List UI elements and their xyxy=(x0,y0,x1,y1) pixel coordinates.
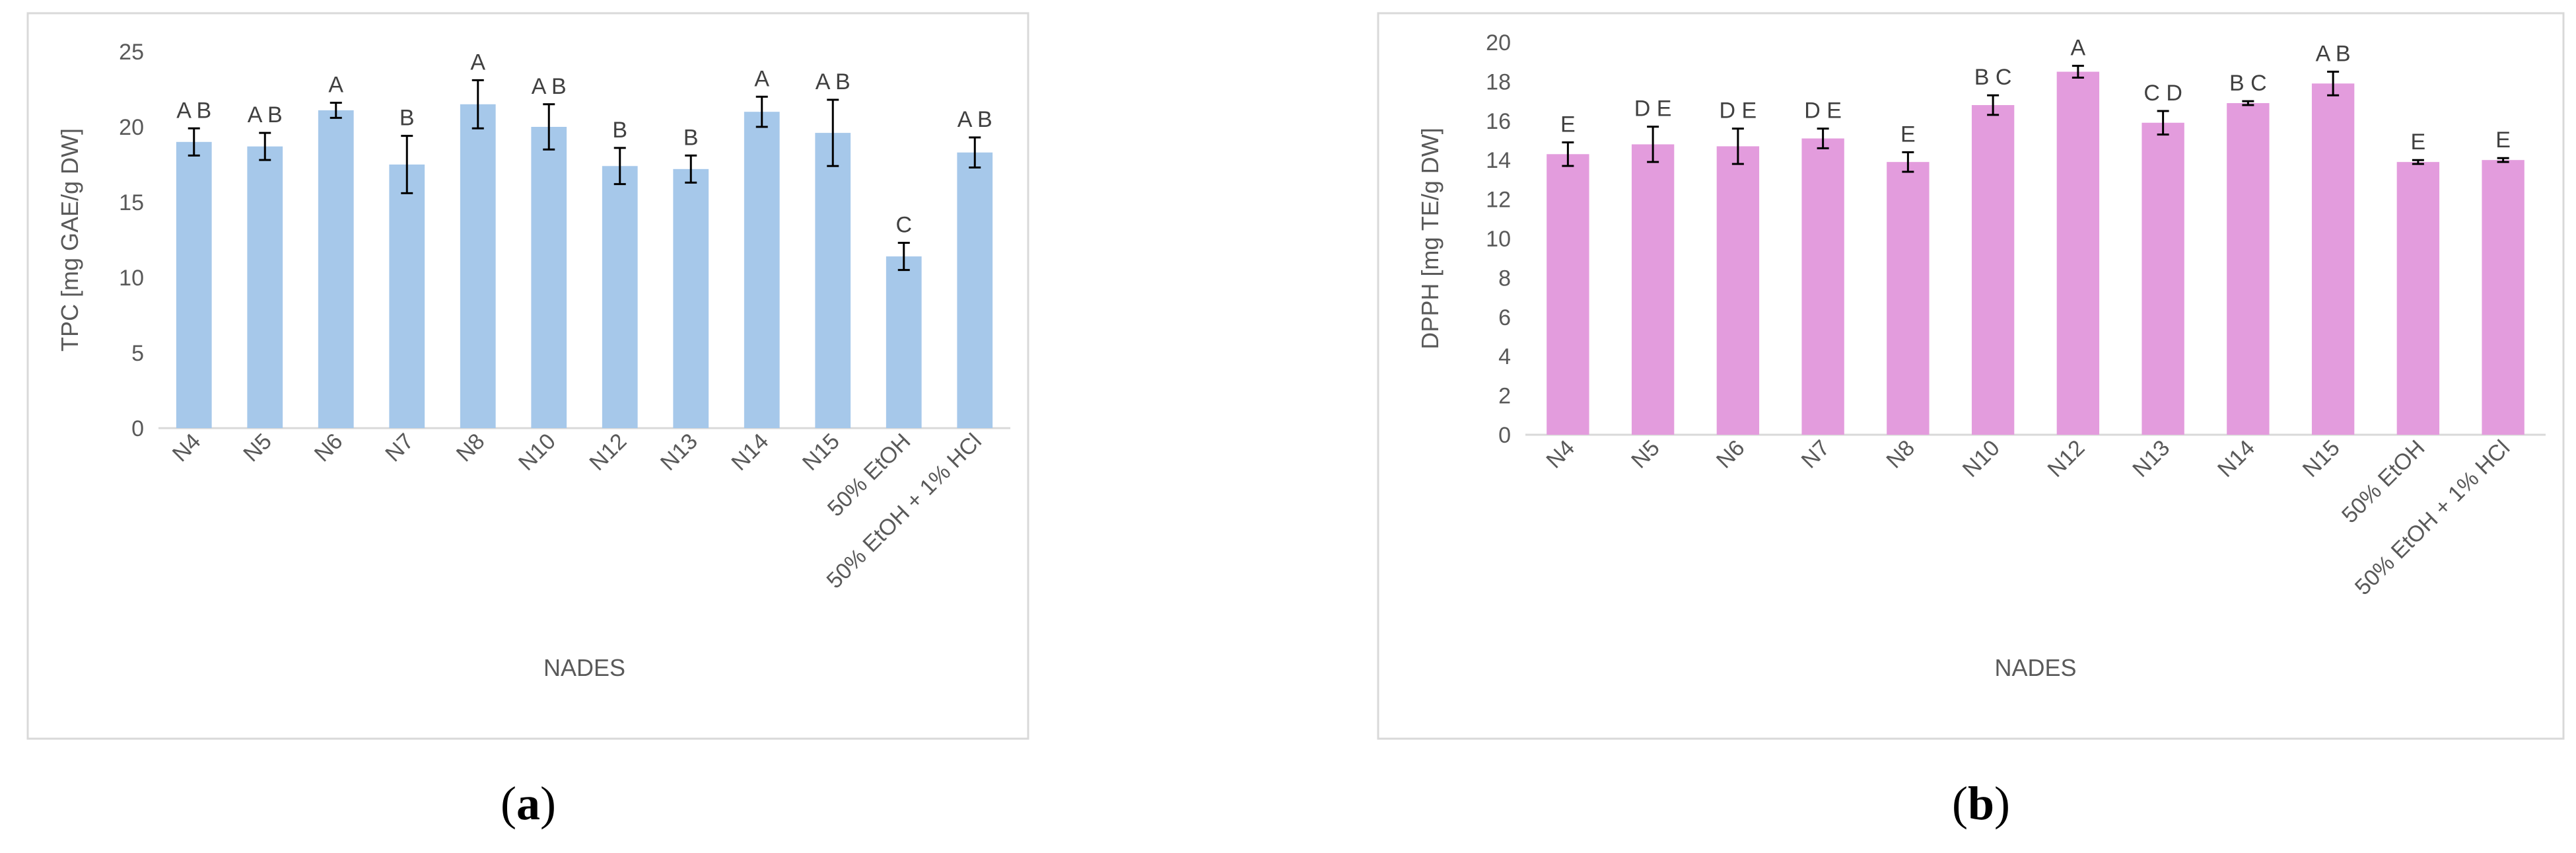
significance-letter: D E xyxy=(1804,98,1842,124)
significance-letter: A xyxy=(328,73,343,98)
significance-letter: A xyxy=(470,50,485,75)
bar xyxy=(673,168,709,428)
y-tick-label: 4 xyxy=(1498,344,1511,369)
bar xyxy=(2056,71,2100,435)
y-tick-label: 12 xyxy=(1486,188,1511,213)
tpc-significance-letters: A B A B A B A A B B B A A B C A B xyxy=(176,50,992,237)
significance-letter: E xyxy=(2495,128,2511,153)
bar xyxy=(2141,122,2184,435)
bar xyxy=(2227,103,2270,435)
tpc-y-ticks: 0 5 10 15 20 25 xyxy=(119,40,144,441)
panel-label-a: a xyxy=(516,777,540,830)
y-tick-label: 2 xyxy=(1498,384,1511,409)
bar xyxy=(247,146,283,428)
significance-letter: A B xyxy=(248,102,283,128)
significance-letter: D E xyxy=(1720,98,1757,124)
bar xyxy=(957,152,993,428)
panel-caption-b: (b) xyxy=(1951,777,2010,830)
dpph-significance-letters: E D E D E D E E B C A C D B C A B E E xyxy=(1560,36,2511,155)
bar xyxy=(602,166,638,428)
dpph-chart: 0 2 4 6 8 10 12 14 16 18 20 E D E D E D E E B C A C D B C A… xyxy=(1377,12,2565,740)
significance-letter: A B xyxy=(176,98,211,123)
bar xyxy=(1631,144,1675,435)
bar xyxy=(389,165,425,428)
y-tick-label: 15 xyxy=(119,190,144,215)
significance-letter: B xyxy=(683,125,699,150)
tpc-x-axis-label: NADES xyxy=(543,654,625,681)
significance-letter: B C xyxy=(2229,71,2267,96)
significance-letter: A B xyxy=(532,74,567,99)
dpph-x-axis-label: NADES xyxy=(1994,654,2076,681)
y-tick-label: 10 xyxy=(119,266,144,291)
bar xyxy=(1801,138,1844,435)
dpph-bars xyxy=(1547,71,2524,435)
significance-letter: E xyxy=(2411,130,2426,155)
bar xyxy=(318,110,354,429)
bar xyxy=(1971,105,2015,435)
dpph-error-bars xyxy=(1562,65,2509,173)
y-tick-label: 25 xyxy=(119,40,144,65)
y-tick-label: 0 xyxy=(131,416,144,441)
y-tick-label: 6 xyxy=(1498,305,1511,330)
y-tick-label: 10 xyxy=(1486,227,1511,252)
significance-letter: A B xyxy=(957,107,992,132)
bar xyxy=(744,112,780,428)
bar xyxy=(531,127,567,428)
significance-letter: B C xyxy=(1974,65,2012,90)
y-tick-label: 16 xyxy=(1486,109,1511,134)
bar xyxy=(460,104,496,429)
bar xyxy=(1716,146,1760,435)
dpph-y-axis-label: DPPH [mg TE/g DW] xyxy=(1416,128,1444,349)
dpph-y-ticks: 0 2 4 6 8 10 12 14 16 18 20 xyxy=(1486,30,1511,448)
bar xyxy=(1887,162,1930,435)
bar xyxy=(815,133,851,428)
bar xyxy=(176,141,212,429)
y-tick-label: 20 xyxy=(119,115,144,140)
y-tick-label: 8 xyxy=(1498,266,1511,291)
significance-letter: C xyxy=(895,213,912,238)
panel-label-b: b xyxy=(1967,777,1995,830)
bar xyxy=(2482,160,2524,435)
y-tick-label: 5 xyxy=(131,341,144,366)
significance-letter: B xyxy=(400,106,415,131)
significance-letter: A xyxy=(2071,36,2086,61)
significance-letter: A xyxy=(754,66,769,91)
y-tick-label: 14 xyxy=(1486,148,1511,173)
significance-letter: C D xyxy=(2143,81,2182,106)
panel-caption-a: (a) xyxy=(501,777,556,830)
tpc-error-bars xyxy=(188,79,981,272)
significance-letter: E xyxy=(1560,112,1576,137)
y-tick-label: 18 xyxy=(1486,69,1511,94)
bar xyxy=(886,256,922,428)
y-tick-label: 20 xyxy=(1486,30,1511,56)
bar xyxy=(1547,154,1589,435)
significance-letter: B xyxy=(612,118,627,143)
significance-letter: D E xyxy=(1634,96,1672,122)
bar xyxy=(2311,83,2355,435)
significance-letter: A B xyxy=(816,69,851,94)
bar xyxy=(2396,162,2440,435)
y-tick-label: 0 xyxy=(1498,423,1511,448)
significance-letter: A B xyxy=(2316,42,2351,67)
tpc-bars xyxy=(176,104,993,429)
significance-letter: E xyxy=(1900,122,1916,147)
tpc-y-axis-label: TPC [mg GAE/g DW] xyxy=(56,128,83,352)
